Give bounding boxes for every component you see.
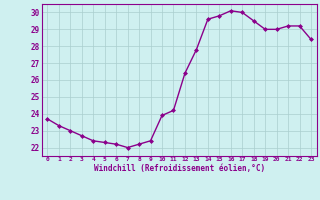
X-axis label: Windchill (Refroidissement éolien,°C): Windchill (Refroidissement éolien,°C) <box>94 164 265 173</box>
